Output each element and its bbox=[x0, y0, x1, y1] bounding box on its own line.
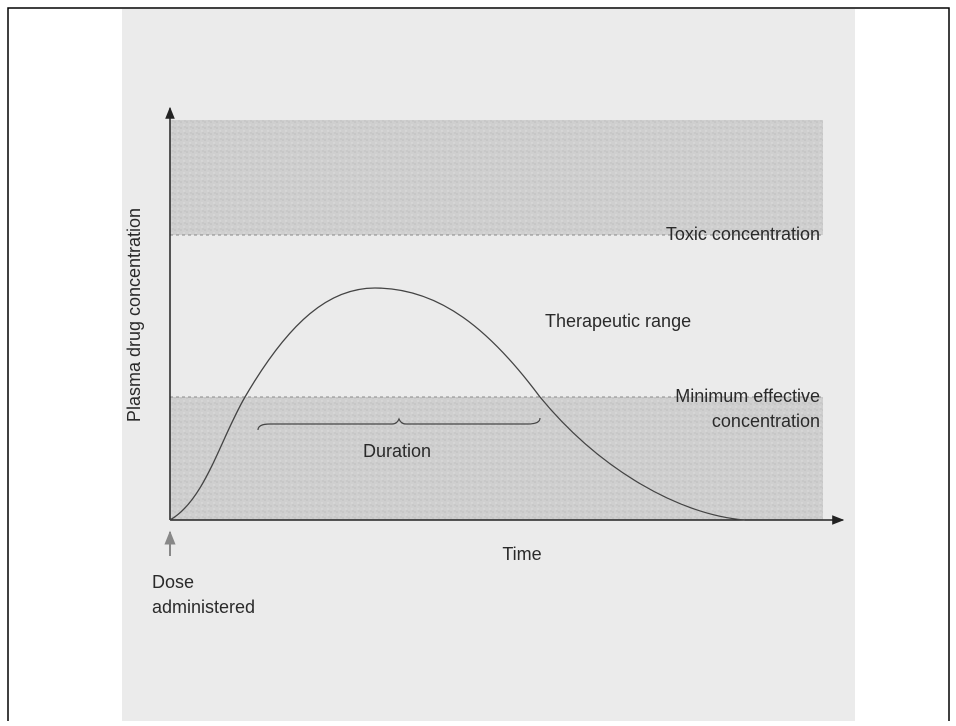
duration-brace bbox=[257, 417, 541, 431]
toxic-band bbox=[170, 120, 823, 235]
duration-label: Duration bbox=[363, 441, 431, 461]
dose-label: Dose bbox=[152, 572, 194, 592]
y-axis-label: Plasma drug concentration bbox=[124, 208, 144, 422]
dose-label: administered bbox=[152, 597, 255, 617]
mec-label: concentration bbox=[712, 411, 820, 431]
concentration-curve bbox=[169, 287, 746, 521]
therapeutic-label: Therapeutic range bbox=[545, 311, 691, 331]
mec-label: Minimum effective bbox=[675, 386, 820, 406]
toxic-label: Toxic concentration bbox=[666, 224, 820, 244]
x-axis-label: Time bbox=[502, 544, 541, 564]
subtherapeutic-band bbox=[170, 397, 823, 520]
